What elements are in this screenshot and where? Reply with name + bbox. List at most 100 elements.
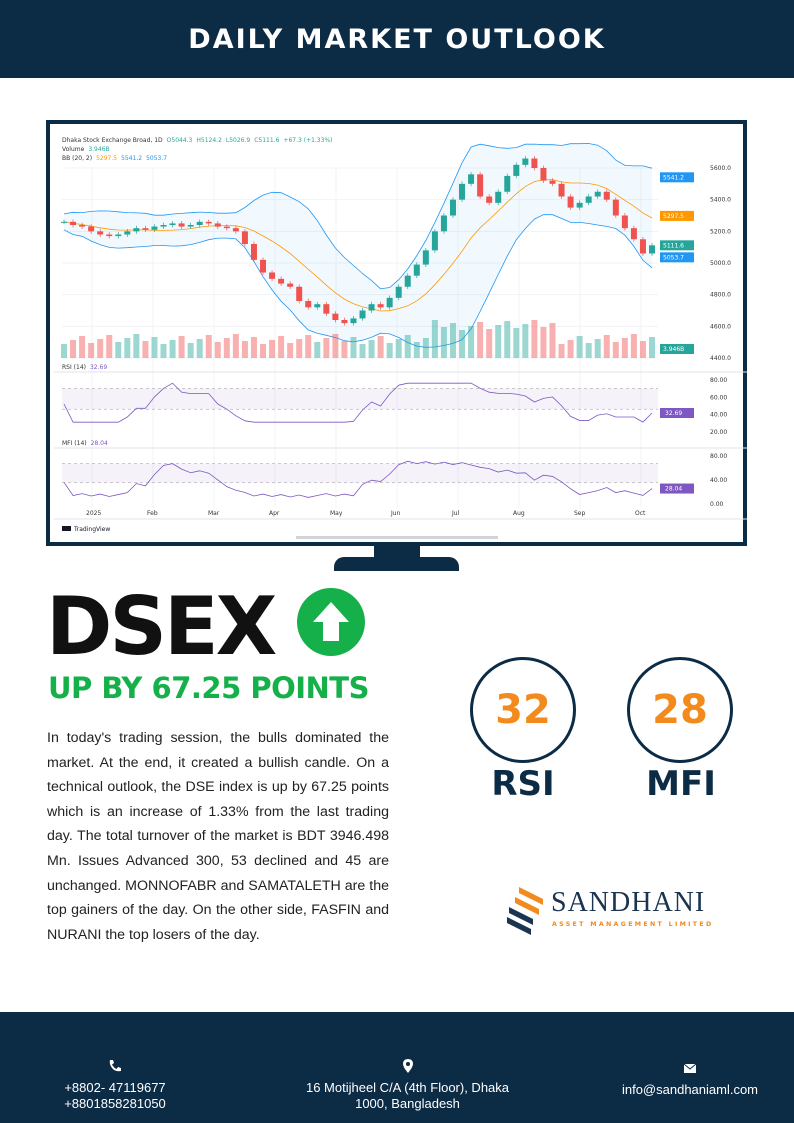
volume-bar — [440, 327, 447, 358]
chart-symbol: Dhaka Stock Exchange Broad, 1D — [62, 137, 163, 144]
candle-body — [241, 231, 248, 244]
mfi-line — [63, 460, 653, 498]
candle-body — [513, 164, 520, 176]
sandhani-logo: SANDHANI ASSET MANAGEMENT LIMITED — [505, 885, 711, 935]
price-badge-label: 3.946B — [663, 346, 684, 353]
volume-bar — [649, 337, 655, 358]
candle-body — [567, 196, 574, 208]
candle-body — [160, 225, 167, 227]
arrow-up-icon — [297, 588, 365, 656]
bb-fill — [64, 143, 652, 348]
volume-bar — [232, 334, 239, 358]
rsi-badge-label: 32.69 — [665, 410, 682, 417]
candle-body — [576, 202, 583, 208]
candle-body — [422, 250, 429, 265]
volume-bar — [576, 336, 583, 358]
volume-bar — [223, 338, 230, 358]
phone-2[interactable]: +8801858281050 — [64, 1096, 166, 1111]
candle-body — [97, 231, 104, 235]
candle-body — [323, 304, 330, 314]
volume-bar — [88, 343, 95, 358]
candle-body — [151, 226, 158, 230]
volume-bar — [323, 338, 330, 358]
volume-bar — [431, 320, 438, 358]
candle-body — [585, 196, 592, 203]
candle-body — [549, 180, 556, 184]
volume-bar — [359, 344, 366, 358]
candle-body — [269, 272, 276, 279]
volume-bar — [449, 323, 456, 358]
volume-bar — [106, 335, 113, 358]
volume-bar — [115, 342, 122, 358]
candle-body — [594, 191, 601, 197]
price-tick-label: 4800.0 — [710, 292, 731, 299]
candle-body — [440, 215, 447, 232]
volume-bar — [296, 339, 303, 358]
mfi-value: 28.04 — [91, 440, 108, 447]
volume-bar — [621, 338, 628, 358]
candle-body — [106, 234, 113, 237]
volume-bar — [612, 342, 619, 358]
rsi-label: RSI — [491, 764, 555, 804]
candle-body — [115, 234, 122, 237]
candle-body — [260, 259, 267, 273]
price-badge — [660, 344, 694, 354]
price-tick-label: 5400.0 — [710, 197, 731, 204]
volume-bar — [61, 344, 67, 358]
bb-upper-line — [63, 143, 653, 290]
volume-bar — [151, 337, 158, 358]
candle-body — [278, 278, 285, 284]
candle-body — [350, 318, 357, 324]
rsi-line — [63, 382, 653, 423]
volume-bar — [386, 343, 393, 358]
price-tick-label: 4400.0 — [710, 355, 731, 362]
volume-bar — [549, 323, 556, 358]
candle-body — [621, 215, 628, 229]
phone-1[interactable]: +8802- 47119677 — [64, 1080, 166, 1095]
price-badge-label: 5111.6 — [663, 242, 684, 249]
volume-value: 3.946B — [88, 146, 109, 153]
candle-body — [250, 244, 257, 260]
price-badge — [660, 172, 694, 183]
candle-body — [395, 286, 402, 298]
volume-bar — [341, 341, 348, 358]
candle-body — [196, 221, 203, 225]
candle-body — [223, 226, 230, 229]
bb-lower: 5053.7 — [146, 155, 167, 162]
volume-bar — [594, 339, 601, 358]
volume-bar — [205, 335, 212, 358]
mfi-badge — [660, 483, 694, 494]
candle-body — [495, 191, 502, 203]
candle-body — [377, 304, 384, 308]
volume-bar — [486, 329, 493, 358]
price-tick-label: 4600.0 — [710, 323, 731, 330]
candle-body — [630, 228, 637, 240]
mfi-band — [62, 463, 658, 483]
volume-bar — [196, 339, 203, 358]
x-tick-label: Apr — [269, 510, 280, 517]
mfi-tick-label: 80.00 — [710, 453, 727, 460]
ohlc-low: L5026.9 — [226, 137, 251, 144]
candle-body — [296, 286, 303, 301]
rsi-badge — [660, 408, 694, 419]
price-badge-label: 5541.2 — [663, 174, 684, 181]
x-tick-label: 2025 — [86, 510, 101, 517]
ohlc-change: +67.3 (+1.33%) — [283, 137, 332, 144]
volume-bar — [540, 327, 547, 358]
candle-body — [531, 158, 538, 168]
location-pin-icon — [402, 1059, 413, 1073]
candle-body — [187, 225, 194, 227]
price-tick-label: 5600.0 — [710, 165, 731, 172]
volume-bar — [413, 342, 420, 358]
volume-bar — [187, 343, 194, 358]
bb-basis: 5297.5 — [96, 155, 117, 162]
price-badge — [660, 252, 694, 263]
candle-body — [468, 174, 475, 184]
market-summary: In today's trading session, the bulls do… — [47, 730, 389, 943]
candle-body — [612, 199, 619, 216]
volume-bar — [332, 334, 339, 358]
candle-body — [205, 221, 212, 224]
candle-body — [178, 223, 185, 227]
x-tick-label: Jul — [451, 510, 460, 517]
volume-bar — [124, 338, 131, 358]
